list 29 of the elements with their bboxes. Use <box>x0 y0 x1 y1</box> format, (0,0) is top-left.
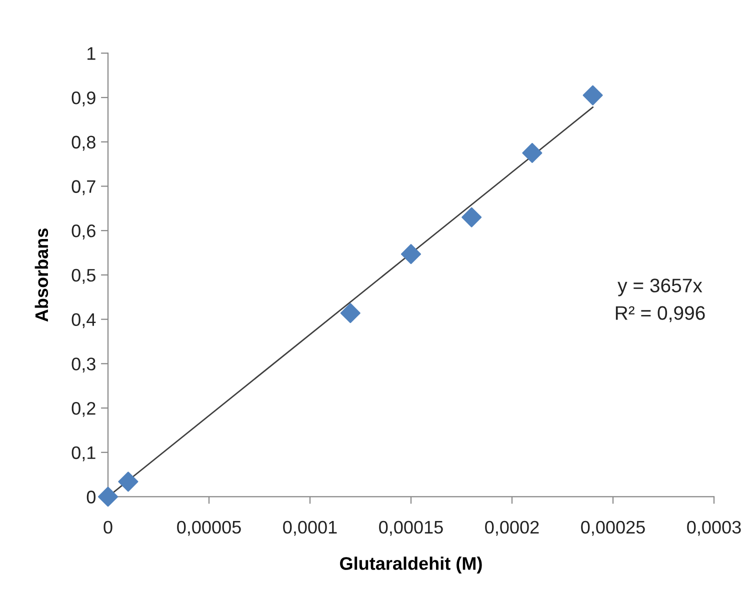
point <box>98 486 118 507</box>
y-tick-label: 0,3 <box>72 358 96 373</box>
point <box>400 244 422 264</box>
y-tick-label: 0,4 <box>72 313 96 328</box>
point <box>340 303 360 324</box>
y-tick-label: 0,6 <box>72 224 96 240</box>
x-tick-label: 0,00025 <box>581 520 645 536</box>
point <box>118 472 138 492</box>
y-tick-label: 0,5 <box>72 268 96 284</box>
y-tick-label: 0,1 <box>72 446 96 462</box>
y-tick-label: 0 <box>86 490 96 504</box>
y-tick-label: 0,9 <box>72 91 96 106</box>
annotation: y = 3657x <box>618 278 702 296</box>
point <box>522 142 542 163</box>
y-axis-title: Absorbans <box>34 228 48 322</box>
x-tick-label: 0,0002 <box>485 520 539 536</box>
x-axis-title: Glutaraldehit (M) <box>340 556 482 574</box>
x-tick-label: 0 <box>104 520 112 534</box>
y-tick-label: 0,7 <box>72 180 96 196</box>
point <box>462 207 482 228</box>
y-tick-label: 1 <box>88 47 96 60</box>
y-tick-label: 0,8 <box>72 136 96 151</box>
x-tick-label: 0,00015 <box>379 520 443 536</box>
y-tick-label: 0,2 <box>72 402 96 417</box>
point <box>582 85 603 106</box>
x-tick-label: 0,0003 <box>687 520 741 536</box>
x-tick-label: 0,00005 <box>177 520 241 536</box>
x-tick-label: 0,0001 <box>283 520 337 536</box>
annotation: R² = 0,996 <box>616 306 705 322</box>
